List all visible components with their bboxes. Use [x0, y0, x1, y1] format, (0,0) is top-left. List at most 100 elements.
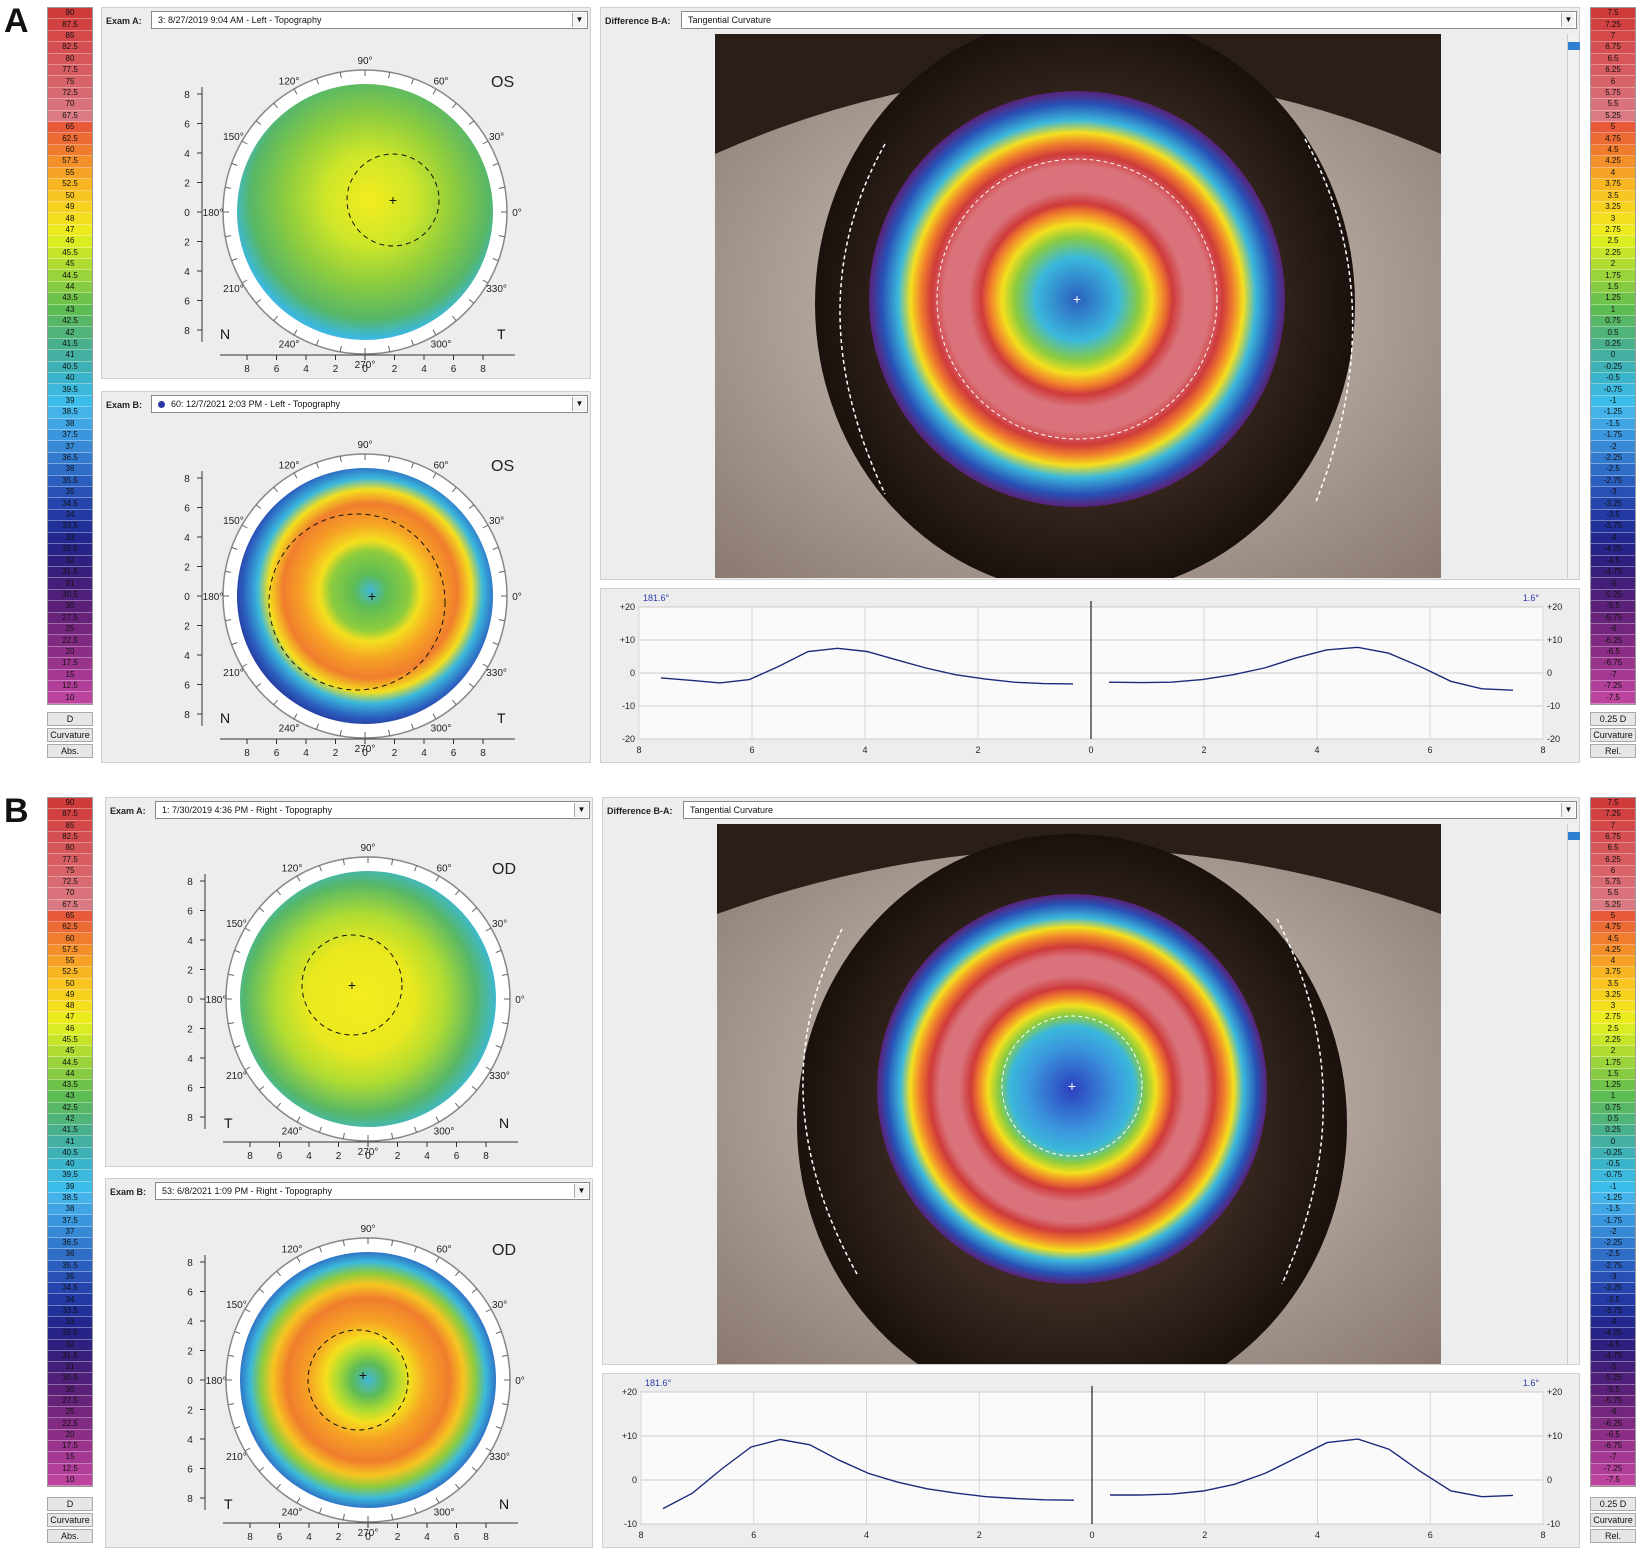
chevron-down-icon[interactable]: ▼ [574, 1184, 588, 1198]
scale-cell: 62.5 [48, 922, 92, 934]
scale-cell: 6.75 [1591, 42, 1635, 54]
ring-tick [241, 279, 248, 284]
scale-cell: -1.75 [1591, 430, 1635, 442]
scale-cell: 0.75 [1591, 315, 1635, 328]
curvature-profile-graph: 8 6 4 2 0 2 4 6 8 +20 +20 +10 +10 0 0 -10 -10 -20 -20 181.6… [620, 593, 1563, 755]
ring-tick [414, 865, 418, 872]
scale-cell: 90 [48, 798, 92, 810]
chevron-down-icon[interactable]: ▼ [1561, 13, 1575, 27]
ring-tick [315, 462, 319, 469]
y-tick-label: 4 [184, 149, 190, 160]
scale-cell: 55 [48, 167, 92, 180]
chevron-down-icon[interactable]: ▼ [572, 13, 586, 27]
scale-cell: 2 [1591, 258, 1635, 271]
ring-tick [411, 462, 415, 469]
scale-cell: -4 [1591, 532, 1635, 545]
x-tick-label: 4 [864, 1530, 869, 1540]
scale-cell: 2.25 [1591, 247, 1635, 259]
exam-a-panel: Exam A: 3: 8/27/2019 9:04 AM - Left - To… [101, 7, 591, 379]
ring-tick [342, 1240, 345, 1247]
step-button[interactable]: 0.25 D [1590, 712, 1636, 726]
y-tick-label: 6 [187, 1288, 193, 1299]
y-tick-label: 6 [184, 504, 190, 515]
unit-button[interactable]: D [47, 1497, 93, 1511]
difference-select[interactable]: Tangential Curvature ▼ [681, 11, 1577, 29]
x-tick-label: 2 [975, 745, 980, 755]
y-tick-label: +10 [1547, 1431, 1562, 1441]
x-tick-label: 6 [454, 1151, 460, 1162]
chevron-down-icon[interactable]: ▼ [1561, 803, 1575, 817]
scale-cell: -6.5 [1591, 646, 1635, 659]
chevron-down-icon[interactable]: ▼ [574, 803, 588, 817]
scale-cell: 1.25 [1591, 293, 1635, 305]
y-tick-label: 8 [187, 1494, 193, 1505]
angle-label: 330° [489, 1452, 510, 1463]
unit-button[interactable]: D [47, 712, 93, 726]
left-profile-line [662, 1438, 1075, 1510]
x-tick-label: 8 [1540, 745, 1545, 755]
x-tick-label: 4 [303, 364, 309, 375]
ring-tick [498, 570, 505, 573]
scale-cell: -3.5 [1591, 1294, 1635, 1306]
x-tick-label: 0 [362, 748, 368, 759]
ring-tick [482, 140, 489, 145]
scale-cell: 33.5 [48, 1305, 92, 1317]
scale-cell: 12.5 [48, 1463, 92, 1475]
ring-tick [228, 1354, 235, 1357]
ring-tick [296, 1256, 301, 1263]
ring-tick [228, 1022, 235, 1025]
scale-cell: 5.5 [1591, 888, 1635, 900]
exam-b-select[interactable]: 53: 6/8/2021 1:09 PM - Right - Topograph… [155, 1182, 590, 1200]
scale-cell: 48 [48, 1001, 92, 1013]
angle-label: 210° [226, 1071, 247, 1082]
scale-cell: 41 [48, 1136, 92, 1148]
ring-tick [435, 1116, 440, 1123]
step-button[interactable]: 0.25 D [1590, 1497, 1636, 1511]
scale-mode-button[interactable]: Rel. [1590, 744, 1636, 758]
x-tick-label: 4 [862, 745, 867, 755]
scale-cell: 36.5 [48, 452, 92, 465]
x-tick-label: 2 [977, 1530, 982, 1540]
difference-label: Difference B-A: [607, 806, 673, 816]
scale-cell: 22.5 [48, 1418, 92, 1430]
y-tick-label: 0 [1547, 1475, 1552, 1485]
y-tick-label: 6 [187, 1084, 193, 1095]
map-type-button[interactable]: Curvature [1590, 1513, 1636, 1527]
y-tick-label: 6 [184, 297, 190, 308]
scale-mode-button[interactable]: Rel. [1590, 1529, 1636, 1543]
scroll-thumb[interactable] [1568, 42, 1580, 50]
x-tick-label: 6 [1428, 1530, 1433, 1540]
y-tick-label: 8 [187, 877, 193, 888]
angle-label: 120° [279, 460, 300, 471]
scale-mode-button[interactable]: Abs. [47, 744, 93, 758]
scale-cell: -5.25 [1591, 1373, 1635, 1385]
y-tick-label: -10 [622, 701, 635, 711]
topography-map: + OS 90° 60° 30° 0° 330° 300° 270° 240° 210° 180°… [184, 440, 522, 759]
scroll-thumb[interactable] [1568, 832, 1580, 840]
scale-cell: 67.5 [48, 110, 92, 123]
exam-a-select[interactable]: 1: 7/30/2019 4:36 PM - Right - Topograph… [155, 801, 590, 819]
exam-a-panel: Exam A: 1: 7/30/2019 4:36 PM - Right - T… [105, 797, 593, 1167]
y-tick-label: +10 [620, 635, 635, 645]
svg-text:+: + [368, 588, 376, 604]
scale-cell: 1.75 [1591, 1057, 1635, 1069]
angle-label: 330° [489, 1071, 510, 1082]
vertical-scrollbar[interactable] [1567, 34, 1580, 578]
scale-mode-button[interactable]: Abs. [47, 1529, 93, 1543]
chevron-down-icon[interactable]: ▼ [572, 397, 586, 411]
scale-cell: 72.5 [48, 876, 92, 889]
difference-select[interactable]: Tangential Curvature ▼ [683, 801, 1577, 819]
vertical-scrollbar[interactable] [1567, 824, 1580, 1364]
exam-b-select[interactable]: 60: 12/7/2021 2:03 PM - Left - Topograph… [151, 395, 588, 413]
exam-a-select[interactable]: 3: 8/27/2019 9:04 AM - Left - Topography… [151, 11, 588, 29]
angle-label: 300° [431, 724, 452, 735]
y-tick-label: -10 [624, 1519, 637, 1529]
map-type-button[interactable]: Curvature [47, 1513, 93, 1527]
angle-label: 0° [512, 208, 522, 219]
ring-tick [495, 1045, 502, 1049]
scale-cell: -5.75 [1591, 612, 1635, 624]
map-type-button[interactable]: Curvature [47, 728, 93, 742]
scale-cell: 40.5 [48, 361, 92, 373]
ring-tick [244, 927, 251, 932]
map-type-button[interactable]: Curvature [1590, 728, 1636, 742]
